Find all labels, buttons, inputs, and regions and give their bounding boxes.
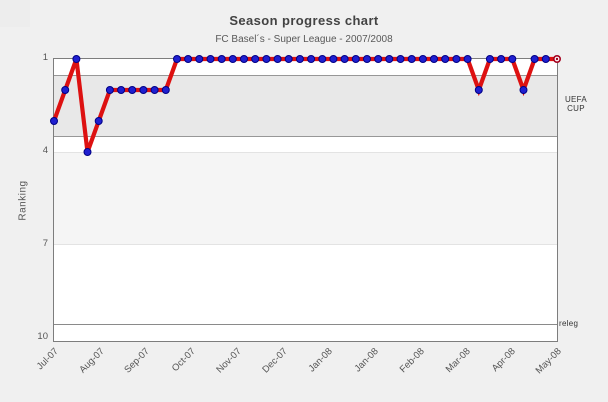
data-point-marker (284, 55, 293, 63)
x-tick-label: Dec-07 (259, 346, 290, 376)
data-point-marker (474, 86, 483, 94)
x-tick-label: Oct-07 (170, 346, 198, 374)
x-tick-label: Mar-08 (443, 346, 473, 376)
data-point-marker (418, 55, 427, 63)
data-point-marker (396, 55, 405, 63)
data-point-marker (430, 55, 438, 63)
uefa-cup-zone-label-line2: CUP (567, 104, 585, 113)
data-point-marker (150, 86, 159, 94)
data-point-marker (307, 55, 316, 63)
data-point-marker (117, 86, 126, 94)
data-point-marker (295, 55, 304, 63)
data-point-marker (497, 55, 506, 63)
data-point-marker (195, 55, 204, 63)
data-point-marker (530, 55, 539, 63)
data-point-marker (385, 55, 394, 63)
data-point-marker (508, 55, 517, 63)
data-point-marker (240, 55, 248, 63)
x-tick-label: May-08 (533, 346, 564, 377)
x-tick-label: Jul-07 (34, 346, 61, 373)
data-point-marker (139, 86, 148, 94)
data-point-marker (485, 55, 494, 63)
chart-title: Season progress chart (229, 13, 379, 28)
data-point-marker (441, 55, 450, 63)
data-point-marker (72, 55, 81, 63)
y-axis-label: Ranking (17, 180, 29, 221)
mid-table-band (54, 152, 557, 245)
x-tick-label: Sep-07 (122, 346, 153, 376)
relegation-zone-label: releg (559, 319, 579, 328)
uefa-cup-zone-band (54, 74, 557, 137)
uefa-cup-zone-label-line1: UEFA (564, 95, 588, 104)
data-point-marker (217, 55, 226, 63)
data-point-marker (94, 117, 103, 125)
data-point-marker (173, 55, 181, 63)
x-tick-label: Feb-08 (397, 346, 427, 376)
y-tick-label: 4 (42, 145, 48, 156)
data-point-marker (363, 55, 371, 63)
data-point-marker (161, 86, 170, 94)
data-point-marker (463, 55, 472, 63)
data-point-marker (105, 86, 114, 94)
corner-highlight (0, 0, 30, 27)
data-point-marker (452, 55, 461, 63)
y-tick-label: 1 (42, 52, 48, 63)
relegation-line (54, 324, 557, 326)
plot-area (50, 54, 561, 342)
x-tick-label: Aug-07 (77, 346, 107, 376)
x-tick-label: Jan-08 (352, 346, 381, 375)
data-point-marker (61, 86, 70, 94)
x-tick-label: Jan-08 (306, 346, 336, 375)
y-tick-label: 7 (42, 238, 48, 249)
data-point-marker (519, 86, 528, 94)
data-point-marker (184, 55, 193, 63)
data-point-marker (374, 55, 383, 63)
data-point-marker (340, 55, 349, 63)
data-point-marker (318, 55, 327, 63)
data-point-marker (407, 55, 416, 63)
x-tick-label: Nov-07 (214, 346, 244, 376)
y-tick-label: 10 (37, 331, 48, 342)
data-point-marker (351, 55, 360, 63)
chart-subtitle: FC Basel´s - Super League - 2007/2008 (215, 34, 393, 45)
data-point-marker (128, 86, 137, 94)
data-point-marker (228, 55, 237, 63)
data-point-marker (206, 55, 215, 63)
data-point-marker (541, 55, 550, 63)
uefa-cup-zone-label: UEFA CUP (559, 95, 593, 113)
data-point-marker (50, 117, 58, 125)
data-point-marker (273, 55, 282, 63)
ranking-line-series (50, 54, 561, 156)
x-tick-label: Apr-08 (490, 346, 519, 374)
data-point-marker (83, 148, 92, 156)
data-point-marker (329, 55, 338, 63)
data-point-marker (262, 55, 271, 63)
data-point-marker (251, 55, 260, 63)
